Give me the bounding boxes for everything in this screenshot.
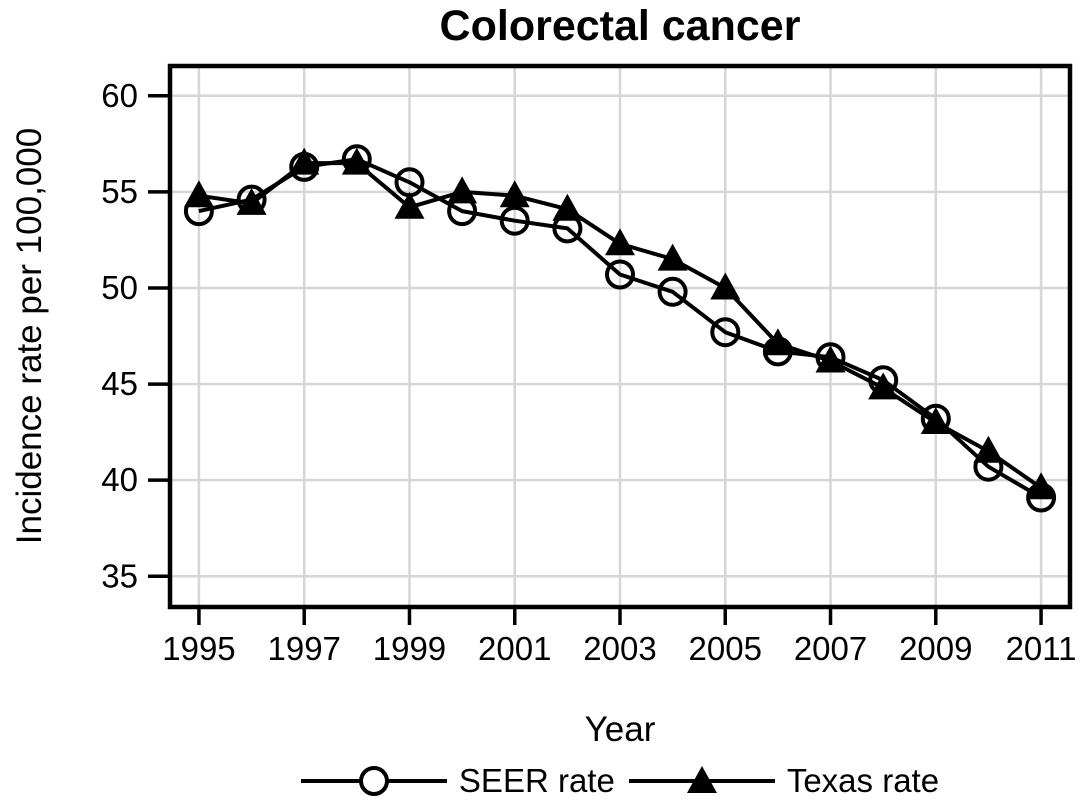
data-point-triangle	[499, 180, 530, 208]
y-tick-label: 45	[101, 365, 138, 402]
legend-label-seer: SEER rate	[458, 762, 615, 799]
data-point-triangle	[394, 191, 425, 219]
y-tick-label: 35	[101, 557, 138, 594]
data-point-triangle	[447, 176, 478, 204]
data-point-triangle	[710, 272, 741, 300]
x-tick-label: 2011	[1006, 630, 1077, 667]
data-point-triangle	[815, 345, 846, 373]
filled-triangle-icon	[628, 766, 775, 793]
legend-entry-texas: Texas rate	[628, 762, 940, 800]
data-point-triangle	[552, 193, 583, 221]
x-axis-title: Year	[584, 710, 656, 749]
data-point-triangle	[920, 407, 951, 434]
data-point-triangle	[1026, 472, 1057, 500]
legend: SEER rate Texas rate	[120, 762, 1087, 800]
open-circle-icon	[300, 766, 447, 796]
data-point-circle	[605, 259, 635, 290]
x-tick-label: 2003	[583, 630, 656, 667]
data-point-triangle	[183, 180, 214, 208]
data-point-triangle	[868, 372, 899, 400]
plot-frame	[167, 63, 1073, 610]
x-tick-label: 2005	[689, 630, 762, 667]
x-tick-label: 1997	[267, 630, 340, 667]
y-tick-label: 50	[101, 269, 138, 306]
data-point-triangle	[973, 435, 1004, 463]
data-point-circle	[710, 317, 741, 348]
y-tick-label: 60	[101, 77, 138, 114]
legend-entry-seer: SEER rate	[300, 762, 615, 800]
chart-title: Colorectal cancer	[439, 2, 801, 50]
data-point-triangle	[762, 328, 793, 356]
y-tick-label: 40	[101, 461, 138, 498]
data-point-triangle	[341, 147, 372, 175]
data-point-triangle	[236, 187, 267, 215]
y-axis-title: Incidence rate per 100,000	[10, 127, 49, 545]
data-point-circle	[657, 276, 688, 307]
y-tick-label: 55	[101, 173, 138, 210]
x-tick-label: 2007	[794, 630, 867, 667]
data-point-triangle	[289, 147, 320, 175]
data-point-circle	[499, 205, 530, 236]
x-tick-label: 2009	[899, 630, 972, 667]
data-point-triangle	[657, 243, 688, 271]
x-tick-label: 2001	[478, 630, 551, 667]
legend-label-texas: Texas rate	[786, 762, 940, 799]
x-tick-label: 1999	[373, 630, 446, 667]
data-point-triangle	[605, 228, 635, 256]
x-tick-label: 1995	[162, 630, 235, 667]
